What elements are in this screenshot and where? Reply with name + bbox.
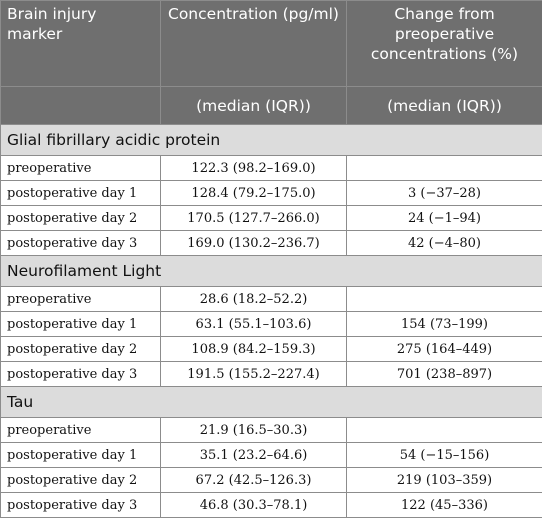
time-point-cell: preoperative [1, 287, 161, 312]
concentration-cell: 67.2 (42.5–126.3) [161, 468, 347, 493]
change-cell: 24 (−1–94) [347, 206, 542, 231]
change-cell: 42 (−4–80) [347, 231, 542, 256]
group-title: Glial fibrillary acidic protein [1, 125, 542, 156]
group-title: Neurofilament Light [1, 256, 542, 287]
time-point-cell: preoperative [1, 418, 161, 443]
change-cell: 275 (164–449) [347, 337, 542, 362]
concentration-cell: 170.5 (127.7–266.0) [161, 206, 347, 231]
group-title: Tau [1, 387, 542, 418]
change-cell: 3 (−37–28) [347, 181, 542, 206]
header-marker: Brain injury marker [1, 1, 161, 87]
header-marker-sub [1, 87, 161, 125]
time-point-cell: postoperative day 1 [1, 443, 161, 468]
group-row: Glial fibrillary acidic protein [1, 125, 542, 156]
time-point-cell: postoperative day 3 [1, 362, 161, 387]
time-point-cell: postoperative day 2 [1, 468, 161, 493]
time-point-cell: preoperative [1, 156, 161, 181]
group-row: Neurofilament Light [1, 256, 542, 287]
header-concentration: Concentration (pg/ml) [161, 1, 347, 87]
concentration-cell: 169.0 (130.2–236.7) [161, 231, 347, 256]
concentration-cell: 21.9 (16.5–30.3) [161, 418, 347, 443]
table-header: Brain injury marker Concentration (pg/ml… [1, 1, 542, 125]
concentration-cell: 63.1 (55.1–103.6) [161, 312, 347, 337]
concentration-cell: 28.6 (18.2–52.2) [161, 287, 347, 312]
time-point-cell: postoperative day 2 [1, 337, 161, 362]
change-cell: 219 (103–359) [347, 468, 542, 493]
header-change: Change from preoperative concentrations … [347, 1, 542, 87]
concentration-cell: 108.9 (84.2–159.3) [161, 337, 347, 362]
header-change-sub: (median (IQR)) [347, 87, 542, 125]
time-point-cell: postoperative day 2 [1, 206, 161, 231]
group-row: Tau [1, 387, 542, 418]
concentration-cell: 122.3 (98.2–169.0) [161, 156, 347, 181]
change-cell [347, 287, 542, 312]
change-cell: 154 (73–199) [347, 312, 542, 337]
change-cell: 54 (−15–156) [347, 443, 542, 468]
change-cell: 701 (238–897) [347, 362, 542, 387]
time-point-cell: postoperative day 1 [1, 312, 161, 337]
time-point-cell: postoperative day 1 [1, 181, 161, 206]
change-cell [347, 156, 542, 181]
concentration-cell: 191.5 (155.2–227.4) [161, 362, 347, 387]
time-point-cell: postoperative day 3 [1, 231, 161, 256]
concentration-cell: 35.1 (23.2–64.6) [161, 443, 347, 468]
change-cell [347, 418, 542, 443]
header-concentration-sub: (median (IQR)) [161, 87, 347, 125]
concentration-cell: 128.4 (79.2–175.0) [161, 181, 347, 206]
